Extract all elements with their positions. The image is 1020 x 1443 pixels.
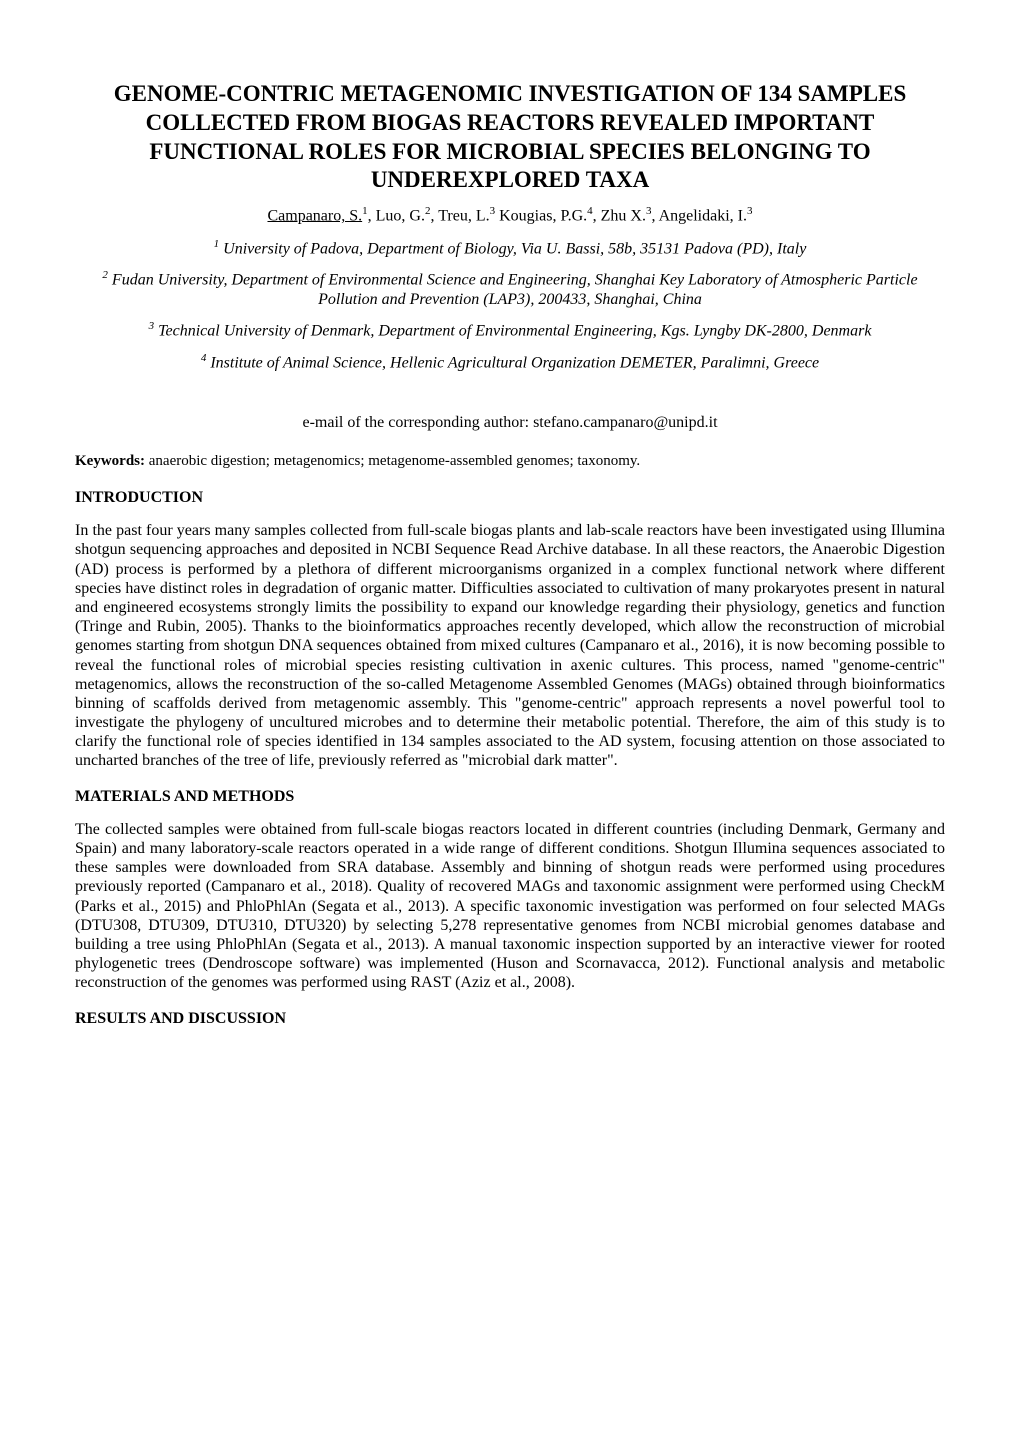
paper-title: GENOME-CONTRIC METAGENOMIC INVESTIGATION… <box>75 80 945 195</box>
affiliation-4: 4 Institute of Animal Science, Hellenic … <box>75 352 945 373</box>
affiliation-1: 1 University of Padova, Department of Bi… <box>75 238 945 259</box>
affiliation-text: Fudan University, Department of Environm… <box>112 271 918 308</box>
keywords-label: Keywords: <box>75 453 145 469</box>
introduction-paragraph: In the past four years many samples coll… <box>75 521 945 770</box>
keywords-text: anaerobic digestion; metagenomics; metag… <box>145 453 640 469</box>
methods-paragraph: The collected samples were obtained from… <box>75 820 945 993</box>
keywords-line: Keywords: anaerobic digestion; metagenom… <box>75 452 945 470</box>
corresponding-author: e-mail of the corresponding author: stef… <box>75 413 945 432</box>
affiliation-2: 2 Fudan University, Department of Enviro… <box>75 269 945 310</box>
section-heading-results: RESULTS AND DISCUSSION <box>75 1009 945 1028</box>
author-list: Campanaro, S.1, Luo, G.2, Treu, L.3 Koug… <box>75 205 945 226</box>
author-aff-sup: 3 <box>646 205 652 217</box>
affiliation-num: 3 <box>149 320 155 332</box>
author-aff-sup: 1 <box>362 205 368 217</box>
section-heading-introduction: INTRODUCTION <box>75 488 945 507</box>
affiliation-text: University of Padova, Department of Biol… <box>223 240 806 257</box>
author: Zhu X. <box>601 207 646 224</box>
author: Kougias, P.G. <box>499 207 587 224</box>
affiliation-num: 4 <box>201 352 207 364</box>
affiliation-3: 3 Technical University of Denmark, Depar… <box>75 320 945 341</box>
affiliation-num: 1 <box>214 238 220 250</box>
author-aff-sup: 2 <box>425 205 431 217</box>
author: Luo, G. <box>376 207 425 224</box>
affiliation-num: 2 <box>102 269 108 281</box>
author-aff-sup: 4 <box>587 205 593 217</box>
affiliation-text: Technical University of Denmark, Departm… <box>158 323 871 340</box>
author-presenting: Campanaro, S. <box>267 207 362 224</box>
affiliation-text: Institute of Animal Science, Hellenic Ag… <box>210 354 819 371</box>
author: Treu, L. <box>438 207 489 224</box>
author: Angelidaki, I. <box>659 207 747 224</box>
section-heading-methods: MATERIALS AND METHODS <box>75 787 945 806</box>
author-aff-sup: 3 <box>490 205 496 217</box>
author-aff-sup: 3 <box>747 205 753 217</box>
